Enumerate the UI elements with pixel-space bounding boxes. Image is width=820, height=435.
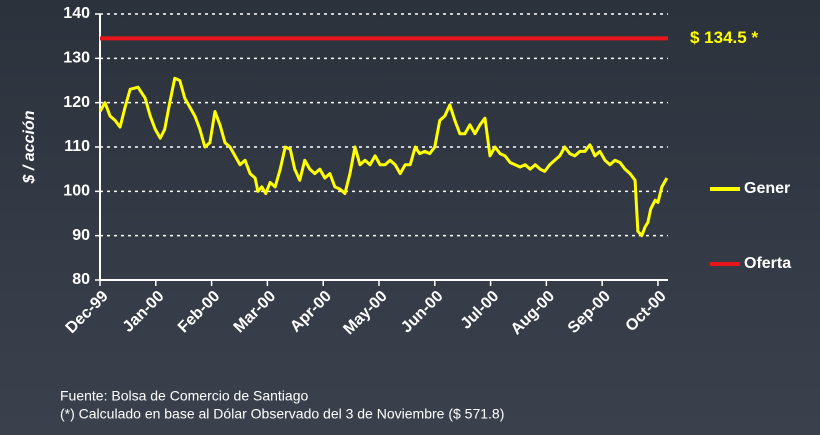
source-note: Fuente: Bolsa de Comercio de Santiago xyxy=(60,388,308,404)
y-tick-label: 130 xyxy=(63,50,90,67)
x-tick-label: Mar-00 xyxy=(231,288,280,337)
legend-label: Gener xyxy=(744,180,790,197)
x-tick-label: Jun-00 xyxy=(398,288,447,337)
y-tick-label: 100 xyxy=(63,183,90,200)
value-label: $ 134.5 * xyxy=(690,28,758,47)
x-tick-label: Feb-00 xyxy=(175,288,224,337)
series-line xyxy=(98,76,669,238)
x-tick-label: Jan-00 xyxy=(120,288,168,336)
x-tick-label: Sep-00 xyxy=(565,288,614,337)
y-tick-label: 80 xyxy=(72,271,90,288)
x-tick-label: Jul-00 xyxy=(458,288,503,333)
x-tick-label: May-00 xyxy=(340,288,390,338)
y-axis-label: $ / acción xyxy=(21,110,38,184)
footnote: (*) Calculado en base al Dólar Observado… xyxy=(60,406,504,422)
y-tick-label: 140 xyxy=(63,5,90,22)
legend-label: Oferta xyxy=(744,255,791,272)
y-tick-label: 120 xyxy=(63,94,90,111)
x-tick-label: Apr-00 xyxy=(287,288,335,336)
x-tick-label: Aug-00 xyxy=(508,288,558,338)
y-tick-label: 110 xyxy=(64,138,90,155)
y-tick-label: 90 xyxy=(72,227,90,244)
x-tick-label: Dec-99 xyxy=(63,288,112,337)
x-tick-label: Oct-00 xyxy=(623,288,670,335)
